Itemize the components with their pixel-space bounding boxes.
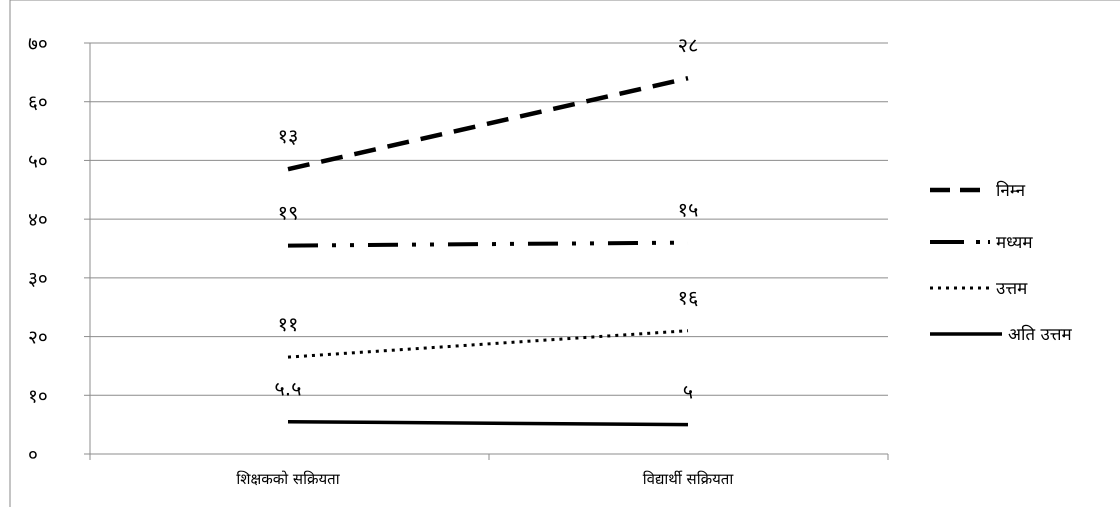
legend-label: अति उत्तम	[1008, 324, 1073, 345]
legend-label: मध्यम	[996, 233, 1033, 253]
y-tick-label: ६०	[28, 92, 48, 114]
grid-lines	[90, 42, 888, 396]
x-tick-label: शिक्षकको सक्रियता	[236, 470, 340, 488]
y-tick-label: ७०	[28, 33, 48, 55]
y-tick-label: ५०	[28, 150, 48, 172]
legend-label: उत्तम	[996, 279, 1028, 299]
series-line-1	[287, 76, 689, 172]
y-tick-label: ४०	[28, 209, 48, 231]
series-lines	[287, 76, 689, 427]
series-line-4	[287, 419, 689, 427]
series-line-2	[287, 240, 689, 248]
y-tick-label: १०	[28, 385, 48, 407]
y-tick-label: २०	[28, 327, 48, 349]
data-label: १९	[278, 201, 299, 225]
data-label: ५.५	[274, 377, 301, 401]
data-labels: १३ २८ १९ १५ ११ १६ ५.५ ५	[274, 33, 698, 403]
legend: निम्न मध्यम उत्तम अति उत्तम	[930, 180, 1073, 345]
data-label: १३	[278, 124, 299, 148]
x-tick-label: विद्यार्थी सक्रियता	[643, 470, 735, 488]
legend-label: निम्न	[996, 180, 1026, 201]
axes: ० १० २० ३० ४० ५० ६० ७० शिक्षकको सक्रियता विद्यार्…	[9, 0, 1120, 507]
series-line-3	[287, 329, 689, 359]
data-label: १६	[678, 286, 699, 310]
y-tick-label: ३०	[28, 268, 48, 290]
y-tick-label: ०	[28, 444, 38, 466]
data-label: १५	[678, 198, 699, 222]
data-label: २८	[678, 33, 699, 57]
data-label: ५	[683, 380, 693, 404]
data-label: ११	[278, 312, 299, 336]
